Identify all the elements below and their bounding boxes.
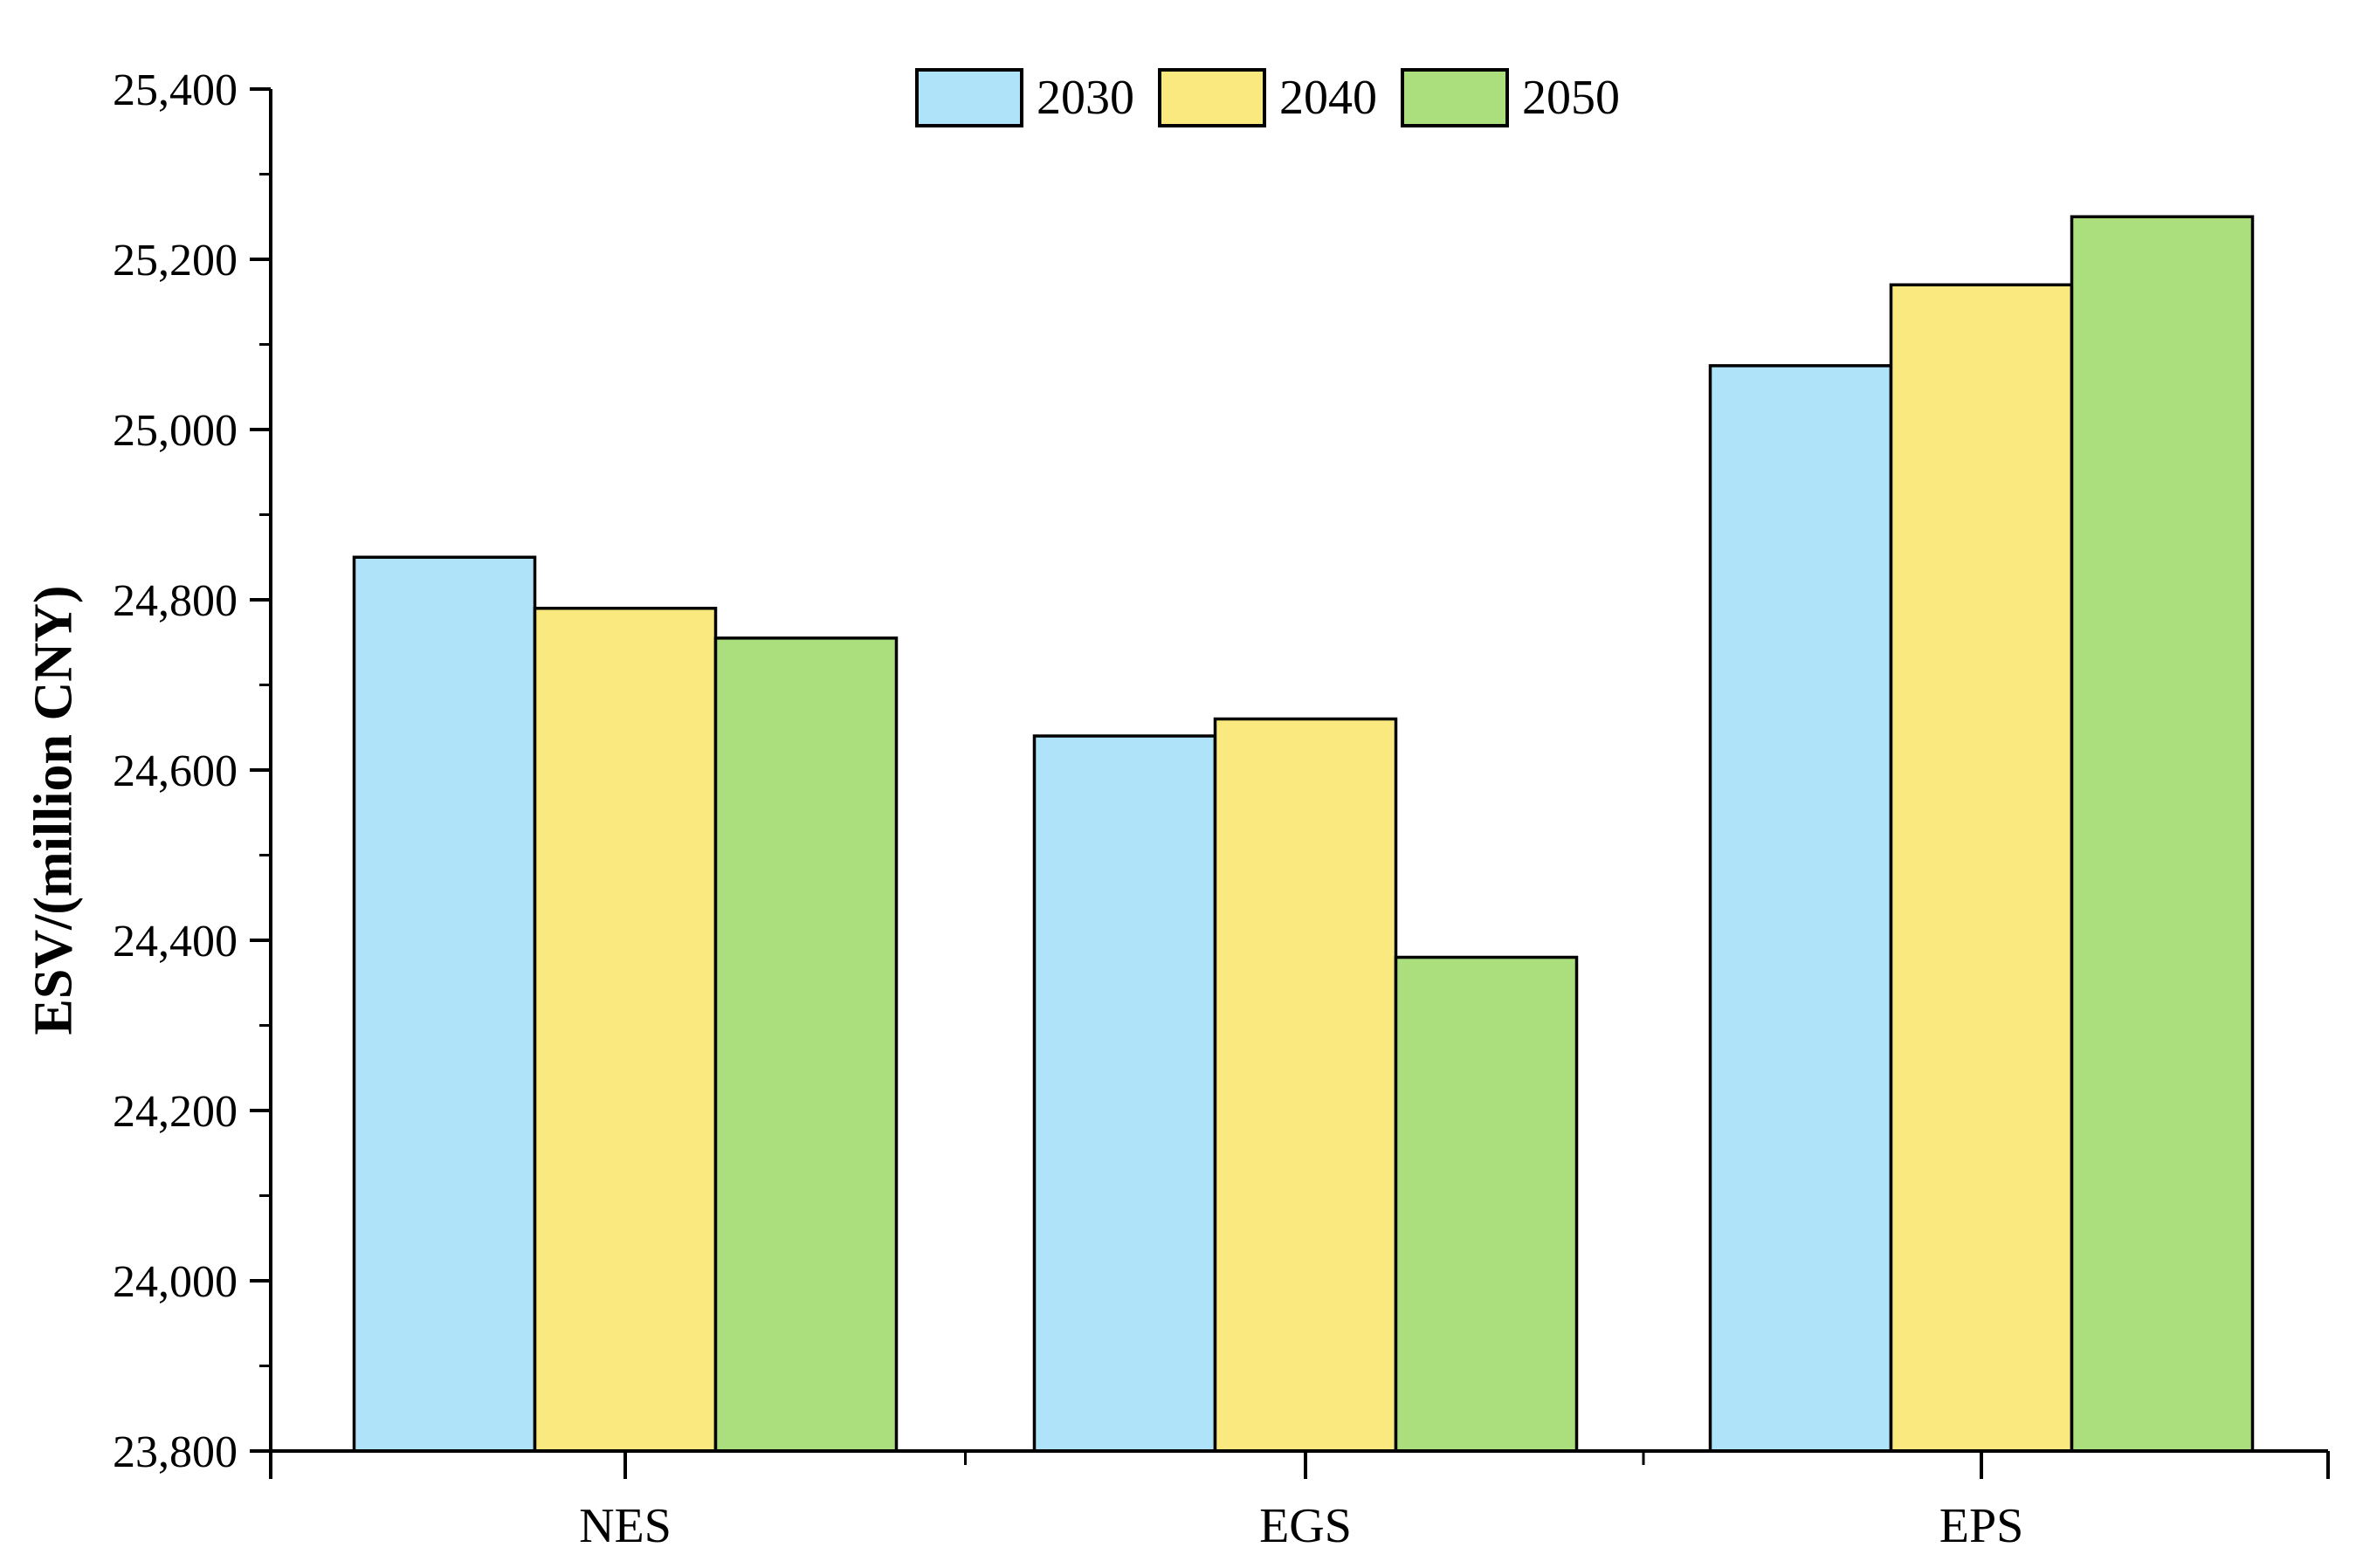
bar-NES-2050 [713, 636, 899, 1453]
bar-NES-2040 [533, 607, 718, 1453]
bar-EPS-2050 [2070, 215, 2255, 1453]
x-category-label-EGS: EGS [1259, 1499, 1352, 1553]
legend-item-2040: 2040 [1158, 68, 1377, 127]
y-tick-label: 25,400 [113, 65, 238, 115]
y-tick-label: 25,200 [113, 236, 238, 285]
x-category-label-EPS: EPS [1939, 1499, 2024, 1553]
y-axis-label: ESV/(million CNY) [24, 585, 84, 1035]
y-tick-label: 25,000 [113, 406, 238, 456]
bar-EGS-2040 [1213, 717, 1398, 1453]
bar-EGS-2030 [1032, 734, 1217, 1453]
bar-NES-2030 [352, 555, 537, 1453]
legend-label-2050: 2050 [1522, 71, 1620, 125]
legend-swatch-2040 [1158, 68, 1266, 127]
legend-swatch-2030 [915, 68, 1023, 127]
y-tick-label: 24,400 [113, 917, 238, 966]
legend-item-2050: 2050 [1401, 68, 1620, 127]
bar-EPS-2030 [1708, 364, 1893, 1453]
bar-EPS-2040 [1889, 283, 2074, 1453]
y-tick-label: 24,000 [113, 1257, 238, 1307]
legend: 2030 2040 2050 [915, 68, 1620, 127]
legend-item-2030: 2030 [915, 68, 1134, 127]
y-tick-label: 23,800 [113, 1427, 238, 1477]
y-tick-label: 24,200 [113, 1087, 238, 1137]
x-category-label-NES: NES [579, 1499, 672, 1553]
bar-EGS-2050 [1394, 955, 1579, 1453]
legend-label-2040: 2040 [1279, 71, 1377, 125]
legend-swatch-2050 [1401, 68, 1509, 127]
legend-label-2030: 2030 [1037, 71, 1134, 125]
y-tick-label: 24,600 [113, 746, 238, 796]
y-tick-label: 24,800 [113, 576, 238, 626]
